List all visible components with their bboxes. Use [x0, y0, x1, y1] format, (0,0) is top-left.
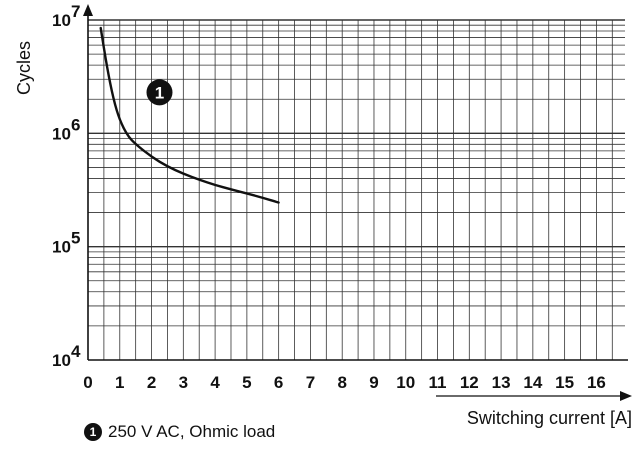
y-tick-exponent: 5	[71, 229, 80, 248]
grid-lines	[88, 19, 625, 360]
y-tick-label: 10	[52, 11, 71, 30]
legend-label: 250 V AC, Ohmic load	[108, 422, 276, 441]
x-tick-label: 4	[210, 373, 220, 392]
x-tick-label: 7	[306, 373, 315, 392]
series-layer: 1	[99, 26, 280, 204]
x-tick-label: 6	[274, 373, 283, 392]
legend: 1 250 V AC, Ohmic load	[84, 422, 275, 442]
x-tick-label: 9	[369, 373, 378, 392]
x-tick-label: 8	[337, 373, 346, 392]
series-curve	[99, 26, 280, 204]
y-axis-title: Cycles	[14, 41, 34, 95]
y-axis-arrow	[83, 4, 93, 16]
x-tick-label: 14	[523, 373, 542, 392]
y-tick-label: 10	[52, 124, 71, 143]
x-tick-label: 0	[83, 373, 92, 392]
x-tick-label: 15	[555, 373, 574, 392]
series-marker-badge	[146, 79, 173, 106]
series-marker-label: 1	[155, 83, 164, 102]
x-tick-label: 2	[147, 373, 156, 392]
x-tick-label: 13	[492, 373, 511, 392]
x-tick-label: 11	[429, 373, 447, 392]
y-tick-exponent: 4	[71, 342, 81, 361]
x-axis-title: Switching current [A]	[467, 408, 632, 428]
x-tick-label: 3	[179, 373, 188, 392]
y-tick-label: 10	[52, 238, 71, 257]
x-tick-label: 12	[460, 373, 479, 392]
y-tick-exponent: 6	[71, 115, 80, 134]
x-tick-labels: 0 1 2 3 4 5 6 7 8 9 10 11 12 13 14 15 16	[83, 373, 606, 392]
x-tick-label: 5	[242, 373, 251, 392]
y-tick-label: 10	[52, 351, 71, 370]
x-tick-label: 10	[396, 373, 415, 392]
x-tick-label: 16	[587, 373, 606, 392]
x-axis-title-arrow	[620, 391, 632, 401]
legend-marker-1: 1	[84, 423, 102, 441]
axes	[83, 4, 632, 401]
y-tick-exponent: 7	[71, 2, 80, 21]
x-tick-label: 1	[115, 373, 124, 392]
